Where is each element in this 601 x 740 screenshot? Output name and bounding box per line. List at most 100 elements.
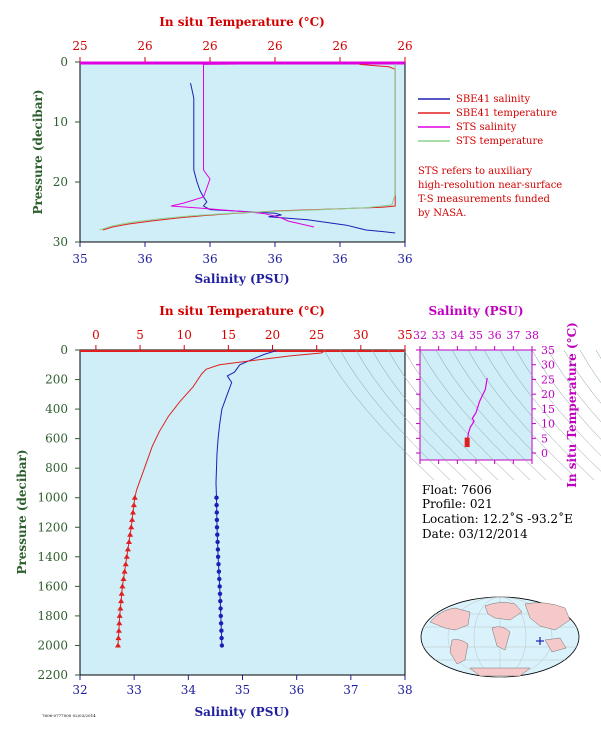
temperature-sample-marker: [131, 494, 138, 500]
salinity-sample-marker: [219, 635, 224, 641]
bottom-temp-axis-title: In situ Temperature (°C): [159, 304, 325, 318]
bottom-chart: In situ Temperature (°C) Salinity (PSU) …: [15, 304, 413, 719]
float-location-marker: [536, 637, 544, 645]
salinity-sample-marker: [215, 539, 220, 545]
density-contour: [515, 349, 601, 457]
location: Location: 12.2˚S -93.2˚E: [422, 511, 573, 526]
salinity-sample-marker: [218, 621, 224, 626]
density-contour: [355, 349, 467, 481]
bottom-pressure-tick-label: 400: [45, 402, 68, 416]
sts-note-line-1: STS refers to auxiliary: [418, 166, 533, 177]
bottom-axis-ticks: 0 5 10 15 20 25 30 35 32 33 34 35 36 37 38 0 200 400 600 80…: [37, 328, 412, 697]
density-contour: [435, 349, 547, 481]
world-map: [420, 596, 580, 678]
ts-sal-tick-label: 33: [432, 329, 446, 342]
legend-label-sbe41-temperature: SBE41 temperature: [456, 108, 557, 119]
profile-number: Profile: 021: [422, 497, 493, 511]
temperature-sample-marker: [122, 561, 129, 567]
ts-temp-tick-label: 10: [541, 418, 555, 431]
temperature-sample-marker: [115, 642, 121, 648]
temperature-sample-marker: [115, 635, 122, 641]
sts-note-line-3: T-S measurements funded: [418, 194, 550, 205]
top-temp-axis-title: In situ Temperature (°C): [159, 15, 325, 29]
salinity-sample-marker: [219, 628, 224, 633]
footer-code: 7606-0777000 02/03/2014: [42, 713, 96, 718]
bottom-salinity-line: [215, 350, 277, 646]
ts-sal-tick-label: 38: [525, 329, 539, 342]
ts-temp-tick-label: 30: [541, 359, 555, 372]
float-info: Float: 7606 Profile: 021 Location: 12.2˚…: [422, 483, 573, 541]
bottom-temp-tick-label: 15: [221, 328, 236, 342]
salinity-sample-marker: [218, 606, 223, 611]
top-temp-tick-label: 25: [72, 39, 87, 53]
bottom-temp-tick-label: 30: [353, 328, 368, 342]
bottom-temp-tick-label: 5: [136, 328, 144, 342]
temperature-sample-marker: [118, 590, 125, 596]
top-sal-tick-label: 36: [397, 252, 412, 266]
sts-note-line-4: by NASA.: [418, 208, 466, 219]
ts-sal-tick-label: 32: [413, 329, 427, 342]
ts-sal-tick-label: 37: [506, 329, 520, 342]
density-contour: [387, 349, 499, 481]
salinity-sample-marker: [215, 547, 221, 552]
top-plot-area: [79, 61, 406, 243]
bottom-pressure-tick-label: 600: [45, 432, 68, 446]
ts-temp-tick-label: 25: [541, 373, 555, 386]
temperature-sample-marker: [121, 568, 128, 574]
bottom-temp-tick-label: 0: [92, 328, 100, 342]
top-pressure-tick-label: 30: [53, 235, 68, 249]
salinity-sample-marker: [218, 598, 223, 604]
bottom-temp-tick-label: 20: [265, 328, 280, 342]
density-contour: [403, 349, 515, 481]
top-series-group: [80, 61, 405, 234]
salinity-sample-marker: [218, 613, 223, 619]
temperature-sample-marker: [123, 553, 130, 559]
top-temp-tick-label: 26: [202, 39, 217, 53]
bottom-pressure-tick-label: 2000: [37, 638, 68, 652]
ts-density-contours: [323, 349, 601, 481]
temperature-sample-marker: [117, 605, 124, 611]
density-contour: [451, 349, 563, 481]
bottom-temp-tick-label: 25: [309, 328, 324, 342]
density-contour: [483, 349, 595, 481]
ts-plot-area: [419, 349, 533, 461]
temperature-sample-marker: [115, 627, 122, 633]
legend: SBE41 salinity SBE41 temperature STS sal…: [418, 94, 562, 219]
temperature-sample-marker: [124, 546, 131, 552]
bottom-pressure-tick-label: 2200: [37, 668, 68, 682]
top-sal-tick-label: 36: [137, 252, 152, 266]
top-sal-tick-label: 36: [332, 252, 347, 266]
bottom-series-group: [80, 350, 405, 648]
top-axis-ticks: 25 35 26 36 26 36 26 36 26 36 26 36 0 10 20 30: [53, 39, 413, 266]
top-pressure-tick-label: 0: [60, 55, 68, 69]
bottom-sal-tick-label: 33: [127, 683, 142, 697]
bottom-temp-tick-label: 35: [397, 328, 412, 342]
bottom-sal-tick-label: 37: [343, 683, 358, 697]
density-contour: [339, 349, 451, 481]
bottom-sal-tick-label: 36: [289, 683, 304, 697]
salinity-sample-marker: [214, 502, 219, 508]
ts-temp-tick-label: 20: [541, 388, 555, 401]
density-contour: [547, 349, 601, 423]
bottom-salinity-axis-title: Salinity (PSU): [194, 705, 289, 719]
top-temp-tick-label: 26: [267, 39, 282, 53]
top-sbe41-salinity-line: [190, 82, 396, 234]
float-id: Float: 7606: [422, 483, 492, 497]
temperature-sample-marker: [129, 516, 136, 522]
bottom-plot-area: [79, 349, 406, 676]
salinity-sample-marker: [217, 576, 222, 582]
ts-temperature-axis-title: In situ Temperature (°C): [565, 322, 579, 488]
ts-sal-tick-label: 35: [469, 329, 483, 342]
map-land: [429, 602, 571, 677]
temperature-sample-marker: [119, 583, 126, 589]
temperature-sample-marker: [116, 620, 123, 626]
bottom-sal-tick-label: 32: [72, 683, 87, 697]
top-pressure-tick-label: 10: [53, 115, 68, 129]
salinity-sample-marker: [217, 584, 222, 589]
salinity-sample-marker: [215, 532, 220, 537]
date: Date: 03/12/2014: [422, 527, 528, 541]
density-contour: [531, 349, 601, 440]
top-sal-tick-label: 36: [202, 252, 217, 266]
